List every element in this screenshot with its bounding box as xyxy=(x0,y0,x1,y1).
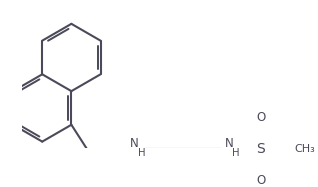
Text: S: S xyxy=(256,142,265,156)
Text: CH₃: CH₃ xyxy=(294,144,315,154)
Text: H: H xyxy=(138,148,145,158)
Text: O: O xyxy=(256,111,265,124)
Text: O: O xyxy=(256,174,265,187)
Text: N: N xyxy=(225,137,233,150)
Text: H: H xyxy=(232,148,240,158)
Text: N: N xyxy=(130,137,139,150)
